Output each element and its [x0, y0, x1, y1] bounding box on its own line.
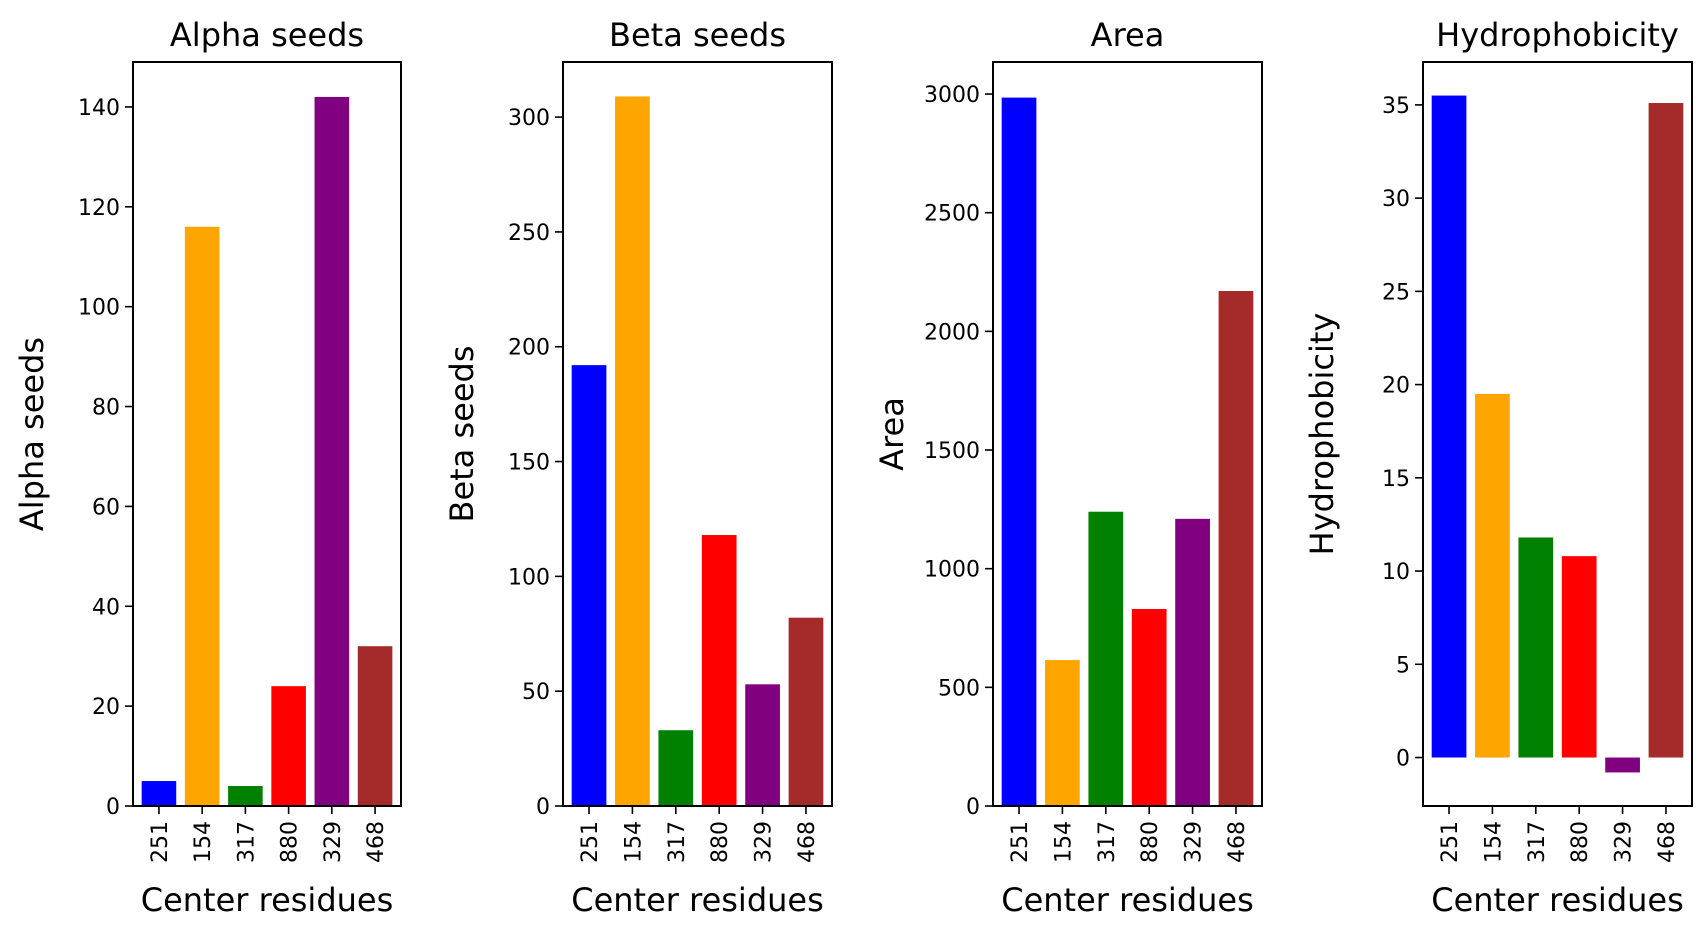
x-axis-label: Center residues — [571, 881, 824, 919]
y-tick-label: 5 — [1396, 653, 1410, 678]
y-tick-label: 3000 — [924, 83, 980, 108]
y-tick-label: 0 — [1396, 747, 1410, 772]
plot-frame — [1422, 61, 1693, 807]
chart-title: Area — [1091, 16, 1165, 54]
x-tick-label: 468 — [1225, 821, 1250, 863]
x-tick-label: 154 — [1051, 821, 1076, 863]
y-tick-label: 150 — [508, 451, 550, 476]
y-tick-label: 20 — [92, 695, 120, 720]
x-tick-label: 251 — [1438, 821, 1463, 863]
y-tick-label: 15 — [1382, 467, 1410, 492]
bar-154 — [1045, 660, 1080, 806]
chart-title: Hydrophobicity — [1436, 16, 1679, 54]
plot-frame — [992, 61, 1263, 807]
y-tick-label: 120 — [78, 196, 120, 221]
bar-468 — [1218, 291, 1254, 806]
chart-panel-4: 0 5 10 15 20 25 30 35 251 154 317 880 329 468 Hydropho… — [1303, 16, 1693, 919]
y-tick-label: 2500 — [924, 202, 980, 227]
x-tick-label: 880 — [708, 821, 733, 863]
bar-329 — [314, 96, 350, 806]
x-tick-label: 251 — [578, 821, 603, 863]
y-tick-label: 35 — [1382, 94, 1410, 119]
y-axis-label: Alpha seeds — [13, 337, 51, 531]
x-tick-label: 317 — [665, 821, 690, 863]
y-tick-label: 10 — [1382, 560, 1410, 585]
x-tick-label: 880 — [278, 821, 303, 863]
bar-317 — [1088, 511, 1124, 806]
y-tick-label: 300 — [508, 106, 550, 131]
bar-317 — [228, 786, 263, 806]
y-tick-label: 200 — [508, 336, 550, 361]
x-tick-label: 154 — [191, 821, 216, 863]
bar-880 — [701, 535, 737, 806]
x-tick-label: 329 — [1612, 821, 1637, 863]
y-tick-label: 50 — [522, 680, 550, 705]
x-axis-label: Center residues — [1001, 881, 1254, 919]
x-axis-label: Center residues — [141, 881, 394, 919]
chart-panel-1: 0 20 40 60 80 100 120 140 251 154 317 880 329 468 Alph… — [13, 16, 402, 919]
bar-468 — [357, 646, 393, 806]
bar-329 — [1605, 757, 1640, 773]
chart-title: Beta seeds — [609, 16, 786, 54]
y-tick-label: 20 — [1382, 374, 1410, 399]
x-tick-label: 154 — [1481, 821, 1506, 863]
y-tick-label: 0 — [536, 795, 550, 820]
y-tick-label: 25 — [1382, 280, 1410, 305]
chart-panel-2: 0 50 100 150 200 250 300 251 154 317 880 329 468 Beta… — [443, 16, 833, 919]
x-tick-label: 468 — [364, 821, 389, 863]
y-axis-label: Beta seeds — [443, 346, 481, 523]
y-tick-label: 140 — [78, 96, 120, 121]
y-tick-label: 30 — [1382, 187, 1410, 212]
x-tick-label: 251 — [1008, 821, 1033, 863]
bar-317 — [1518, 537, 1554, 758]
x-tick-label: 329 — [321, 821, 346, 863]
bar-317 — [658, 730, 694, 806]
x-tick-label: 317 — [1095, 821, 1120, 863]
y-tick-label: 250 — [508, 221, 550, 246]
bar-880 — [271, 686, 306, 806]
x-tick-label: 317 — [234, 821, 259, 863]
y-tick-label: 0 — [106, 795, 120, 820]
x-tick-label: 154 — [621, 821, 646, 863]
bar-468 — [1648, 103, 1684, 758]
y-tick-label: 40 — [92, 595, 120, 620]
bar-251 — [1431, 95, 1467, 758]
y-tick-label: 0 — [966, 795, 980, 820]
x-tick-label: 251 — [148, 821, 173, 863]
x-tick-label: 468 — [795, 821, 820, 863]
y-tick-label: 60 — [92, 495, 120, 520]
bar-251 — [1001, 97, 1037, 807]
bar-154 — [615, 96, 650, 806]
chart-title: Alpha seeds — [170, 16, 364, 54]
y-tick-label: 100 — [508, 565, 550, 590]
bar-329 — [745, 684, 780, 806]
x-tick-label: 329 — [752, 821, 777, 863]
x-tick-label: 468 — [1655, 821, 1680, 863]
bar-251 — [571, 365, 607, 806]
x-tick-label: 317 — [1525, 821, 1550, 863]
plot-frame — [132, 61, 402, 807]
x-axis-label: Center residues — [1431, 881, 1684, 919]
bar-880 — [1561, 556, 1597, 758]
x-tick-label: 329 — [1182, 821, 1207, 863]
bar-880 — [1131, 609, 1167, 806]
x-tick-label: 880 — [1568, 821, 1593, 863]
y-tick-label: 500 — [938, 676, 980, 701]
bar-154 — [184, 226, 220, 806]
y-axis-label: Area — [873, 397, 911, 471]
y-tick-label: 2000 — [924, 320, 980, 345]
y-tick-label: 1500 — [924, 439, 980, 464]
y-tick-label: 100 — [78, 296, 120, 321]
bar-251 — [141, 781, 177, 806]
x-tick-label: 880 — [1138, 821, 1163, 863]
chart-panel-3: 0 500 1000 1500 2000 2500 3000 251 154 317 880 329 4… — [873, 16, 1263, 919]
y-tick-label: 80 — [92, 396, 120, 421]
plot-frame — [562, 61, 833, 807]
bar-154 — [1475, 393, 1510, 758]
y-tick-label: 1000 — [924, 558, 980, 583]
y-axis-label: Hydrophobicity — [1303, 313, 1341, 556]
bar-468 — [788, 617, 824, 806]
bar-329 — [1175, 518, 1210, 806]
